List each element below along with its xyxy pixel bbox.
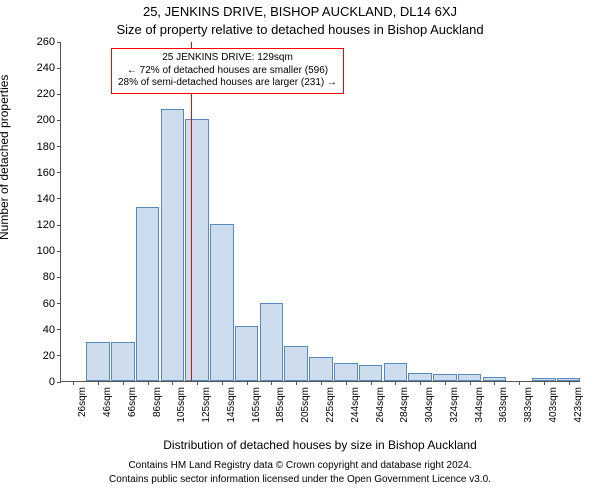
xtick-mark — [98, 381, 99, 385]
xtick-label: 284sqm — [399, 387, 410, 423]
ytick-label: 80 — [43, 271, 55, 283]
xtick-mark — [271, 381, 272, 385]
xtick-mark — [519, 381, 520, 385]
ytick-label: 40 — [43, 324, 55, 336]
histogram-bar — [408, 373, 432, 381]
annotation-box: 25 JENKINS DRIVE: 129sqm← 72% of detache… — [111, 48, 344, 94]
ytick-mark — [57, 277, 61, 278]
y-axis-label: Number of detached properties — [0, 75, 11, 240]
xtick-label: 423sqm — [573, 387, 584, 423]
xtick-mark — [123, 381, 124, 385]
xtick-label: 403sqm — [548, 387, 559, 423]
xtick-mark — [247, 381, 248, 385]
xtick-mark — [470, 381, 471, 385]
ytick-mark — [57, 120, 61, 121]
xtick-mark — [494, 381, 495, 385]
xtick-mark — [73, 381, 74, 385]
xtick-label: 304sqm — [424, 387, 435, 423]
xtick-label: 26sqm — [77, 387, 88, 417]
annotation-line: 28% of semi-detached houses are larger (… — [118, 77, 337, 90]
title-main: 25, JENKINS DRIVE, BISHOP AUCKLAND, DL14… — [0, 4, 600, 19]
xtick-label: 185sqm — [275, 387, 286, 423]
histogram-bar — [235, 326, 259, 381]
xtick-mark — [544, 381, 545, 385]
xtick-label: 363sqm — [498, 387, 509, 423]
histogram-bar — [161, 109, 185, 381]
ytick-mark — [57, 251, 61, 252]
histogram-bar — [136, 207, 160, 381]
xtick-mark — [296, 381, 297, 385]
histogram-bar — [86, 342, 110, 381]
xtick-label: 344sqm — [474, 387, 485, 423]
histogram-bar — [210, 224, 234, 381]
ytick-label: 180 — [37, 141, 55, 153]
xtick-label: 205sqm — [300, 387, 311, 423]
histogram-bar — [384, 363, 408, 381]
histogram-bar — [185, 119, 209, 381]
annotation-line: 25 JENKINS DRIVE: 129sqm — [118, 52, 337, 65]
footer-line-1: Contains HM Land Registry data © Crown c… — [0, 460, 600, 473]
histogram-bar — [309, 357, 333, 381]
xtick-mark — [172, 381, 173, 385]
xtick-label: 145sqm — [226, 387, 237, 423]
ytick-label: 260 — [37, 36, 55, 48]
xtick-mark — [371, 381, 372, 385]
xtick-label: 105sqm — [176, 387, 187, 423]
ytick-label: 200 — [37, 114, 55, 126]
ytick-mark — [57, 225, 61, 226]
xtick-mark — [321, 381, 322, 385]
ytick-mark — [57, 355, 61, 356]
xtick-mark — [197, 381, 198, 385]
histogram-bar — [334, 363, 358, 381]
xtick-label: 225sqm — [325, 387, 336, 423]
ytick-mark — [57, 172, 61, 173]
xtick-mark — [420, 381, 421, 385]
plot-area: 02040608010012014016018020022024026026sq… — [60, 42, 580, 382]
xtick-label: 66sqm — [127, 387, 138, 417]
xtick-label: 324sqm — [449, 387, 460, 423]
ytick-mark — [57, 94, 61, 95]
ytick-label: 140 — [37, 193, 55, 205]
histogram-bar — [260, 303, 284, 381]
xtick-mark — [445, 381, 446, 385]
histogram-bar — [359, 365, 383, 381]
ytick-label: 120 — [37, 219, 55, 231]
xtick-label: 383sqm — [523, 387, 534, 423]
xtick-mark — [222, 381, 223, 385]
ytick-mark — [57, 146, 61, 147]
ytick-label: 220 — [37, 88, 55, 100]
title-sub: Size of property relative to detached ho… — [0, 22, 600, 37]
ytick-mark — [57, 68, 61, 69]
ytick-mark — [57, 382, 61, 383]
histogram-bar — [111, 342, 135, 381]
ytick-mark — [57, 329, 61, 330]
ytick-mark — [57, 198, 61, 199]
x-axis-label: Distribution of detached houses by size … — [60, 438, 580, 452]
xtick-label: 244sqm — [350, 387, 361, 423]
xtick-label: 264sqm — [375, 387, 386, 423]
xtick-label: 46sqm — [102, 387, 113, 417]
ytick-label: 160 — [37, 167, 55, 179]
ytick-label: 0 — [49, 376, 55, 388]
xtick-mark — [148, 381, 149, 385]
xtick-label: 165sqm — [251, 387, 262, 423]
xtick-mark — [569, 381, 570, 385]
footer-line-2: Contains public sector information licen… — [0, 474, 600, 487]
annotation-line: ← 72% of detached houses are smaller (59… — [118, 65, 337, 78]
ytick-label: 60 — [43, 298, 55, 310]
ytick-mark — [57, 303, 61, 304]
xtick-label: 86sqm — [152, 387, 163, 417]
xtick-label: 125sqm — [201, 387, 212, 423]
chart-container: 25, JENKINS DRIVE, BISHOP AUCKLAND, DL14… — [0, 0, 600, 500]
ytick-label: 100 — [37, 245, 55, 257]
histogram-bar — [284, 346, 308, 381]
xtick-mark — [346, 381, 347, 385]
ytick-label: 240 — [37, 62, 55, 74]
xtick-mark — [395, 381, 396, 385]
ytick-label: 20 — [43, 350, 55, 362]
ytick-mark — [57, 42, 61, 43]
